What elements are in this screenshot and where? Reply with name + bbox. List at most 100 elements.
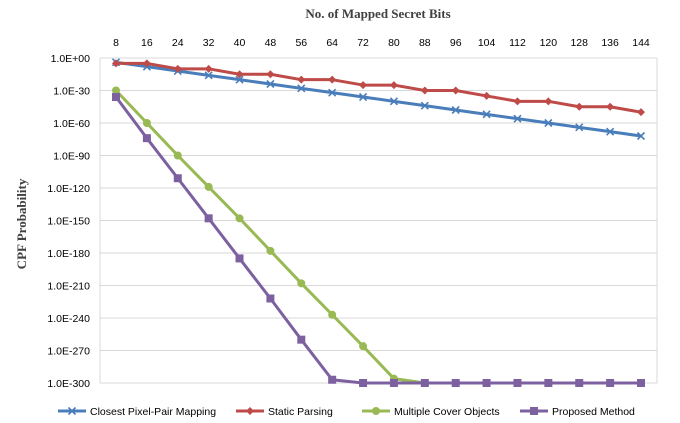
- legend-label: Proposed Method: [552, 406, 635, 418]
- data-point: [637, 379, 645, 387]
- data-point: [482, 91, 491, 100]
- data-point: [204, 182, 213, 191]
- data-point: [575, 102, 584, 111]
- data-point: [112, 86, 120, 95]
- x-tick-label: 24: [172, 37, 184, 49]
- legend-label: Closest Pixel-Pair Mapping: [90, 406, 216, 418]
- data-point: [606, 127, 615, 136]
- x-tick-label: 88: [419, 37, 431, 49]
- data-point: [204, 214, 213, 223]
- data-point: [575, 123, 584, 132]
- x-tick-label: 72: [357, 37, 369, 49]
- data-point: [112, 93, 120, 101]
- series-line: [115, 60, 642, 138]
- legend-label: Multiple Cover Objects: [394, 406, 500, 418]
- series-line: [114, 96, 641, 385]
- x-tick-label: 112: [509, 37, 526, 49]
- y-tick-label: 1.0E-240: [47, 313, 90, 325]
- data-point: [606, 379, 615, 387]
- legend-marker: [246, 407, 254, 415]
- x-tick-label: 80: [388, 37, 400, 49]
- data-point: [266, 79, 275, 89]
- legend-entry: Proposed Method: [520, 406, 635, 418]
- y-tick-label: 1.0E-120: [47, 183, 90, 195]
- data-point: [173, 151, 182, 160]
- data-point: [544, 118, 553, 128]
- x-tick-label: 56: [295, 37, 307, 49]
- y-tick-label: 1.0E-180: [47, 248, 90, 260]
- data-point: [297, 75, 306, 84]
- data-point: [544, 379, 553, 387]
- series-2: [112, 86, 645, 387]
- data-point: [112, 59, 120, 68]
- data-point: [359, 379, 368, 387]
- data-point: [513, 379, 522, 387]
- data-point: [420, 86, 429, 95]
- data-point: [297, 279, 306, 288]
- series-line: [116, 61, 642, 114]
- x-tick-label: 64: [326, 37, 338, 49]
- y-tick-labels: 1.0E+00 1.0E-30 1.0E-60 1.0E-90 1.0E-120 1.0E…: [47, 53, 90, 390]
- x-tick-label: 40: [234, 37, 246, 49]
- data-point: [328, 375, 337, 384]
- data-point: [297, 335, 306, 344]
- data-point: [389, 379, 398, 387]
- gridlines: [99, 57, 658, 384]
- data-point: [297, 84, 306, 93]
- data-point: [266, 70, 275, 79]
- x-tick-label: 128: [570, 37, 588, 49]
- data-point: [359, 342, 368, 351]
- data-point: [359, 81, 368, 90]
- data-point: [266, 294, 275, 303]
- data-point: [606, 102, 615, 111]
- data-point: [420, 379, 429, 387]
- data-point: [328, 75, 337, 84]
- data-point: [420, 101, 429, 110]
- data-point: [513, 114, 522, 123]
- y-tick-label: 1.0E-30: [53, 86, 90, 98]
- y-tick-label: 1.0E-210: [47, 281, 90, 293]
- series-1: [112, 59, 645, 117]
- data-point: [328, 310, 337, 319]
- x-tick-label: 32: [203, 37, 215, 49]
- x-tick-label: 144: [632, 37, 650, 49]
- x-tick-label: 48: [265, 37, 277, 49]
- data-point: [389, 97, 399, 106]
- data-point: [142, 59, 151, 68]
- data-point: [142, 119, 151, 127]
- data-point: [482, 379, 491, 387]
- x-tick-label: 16: [141, 37, 153, 49]
- legend-entry: Static Parsing: [236, 406, 333, 418]
- data-point: [482, 110, 491, 119]
- data-point: [173, 174, 182, 183]
- legend: Closest Pixel-Pair Mapping Static Parsing…: [58, 406, 635, 418]
- data-point: [451, 379, 460, 387]
- x-tick-label: 8: [113, 37, 119, 49]
- legend-entry: Closest Pixel-Pair Mapping: [58, 406, 216, 418]
- data-point: [544, 97, 553, 106]
- y-tick-label: 1.0E-270: [47, 346, 90, 358]
- series-line: [114, 89, 641, 385]
- series-layer: [111, 58, 646, 387]
- data-point: [142, 134, 151, 143]
- y-tick-label: 1.0E-60: [53, 118, 90, 130]
- series-0: [111, 58, 646, 141]
- data-point: [235, 254, 244, 263]
- series-3: [112, 93, 645, 387]
- data-point: [235, 214, 244, 223]
- data-point: [173, 64, 182, 73]
- legend-entry: Multiple Cover Objects: [362, 406, 500, 418]
- legend-label: Static Parsing: [268, 406, 333, 418]
- x-tick-label: 96: [450, 37, 462, 49]
- y-axis-label: CPF Probability: [14, 178, 29, 269]
- data-point: [358, 92, 368, 102]
- y-tick-label: 1.0E-150: [47, 216, 90, 228]
- data-point: [328, 88, 337, 97]
- x-tick-labels: 8 16 24 32 40 48 56 64 72 80 88 96 104 112 120 128 136 14…: [113, 37, 650, 49]
- data-point: [235, 75, 244, 84]
- x-tick-label: 120: [540, 37, 558, 49]
- data-point: [204, 64, 213, 73]
- data-point: [637, 108, 645, 117]
- y-tick-label: 1.0E-90: [53, 151, 90, 163]
